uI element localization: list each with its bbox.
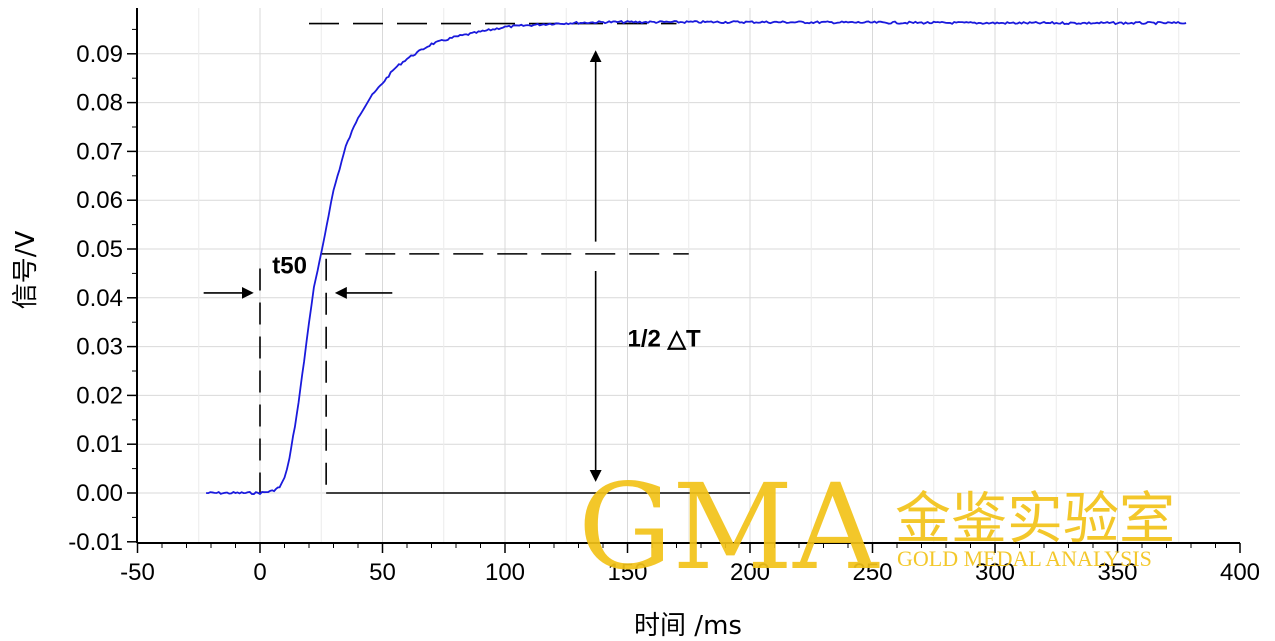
y-tick-label: 0.08 <box>76 90 123 117</box>
y-tick-label: 0.03 <box>76 334 123 361</box>
y-tick-label: 0.05 <box>76 236 123 263</box>
grid <box>137 8 1240 543</box>
x-tick-label: 200 <box>730 559 770 586</box>
x-tick-label: -50 <box>120 559 155 586</box>
y-tick-label: -0.01 <box>68 529 123 556</box>
x-axis-title: 时间 /ms <box>634 611 742 641</box>
annotations: t50 1/2 △T <box>272 252 701 352</box>
x-tick-label: 50 <box>369 559 396 586</box>
reference-lines <box>203 22 750 494</box>
y-tick-label: 0.04 <box>76 285 123 312</box>
x-tick-label: 150 <box>607 559 647 586</box>
x-tick-label: 400 <box>1220 559 1260 586</box>
axes <box>136 8 1240 544</box>
y-axis-title: 信号/V <box>11 231 41 310</box>
y-tick-label: 0.00 <box>76 480 123 507</box>
annotation-label-0: t50 <box>272 252 307 279</box>
watermark: GMA 金鉴实验室 GOLD MEDAL ANALYSIS <box>578 458 1175 596</box>
y-tick-label: 0.06 <box>76 187 123 214</box>
watermark-logo: GMA <box>578 458 880 596</box>
x-tick-label: 350 <box>1097 559 1137 586</box>
y-tick-label: 0.07 <box>76 138 123 165</box>
x-tick-label: 250 <box>852 559 892 586</box>
watermark-en: GOLD MEDAL ANALYSIS <box>897 546 1152 571</box>
y-tick-label: 0.01 <box>76 431 123 458</box>
watermark-cn: 金鉴实验室 <box>895 487 1175 552</box>
series-line-0 <box>206 19 1187 496</box>
series-group <box>206 19 1187 496</box>
annotation-label-1: 1/2 △T <box>628 326 701 353</box>
x-tick-label: 300 <box>975 559 1015 586</box>
x-tick-label: 100 <box>485 559 525 586</box>
x-tick-label: 0 <box>253 559 266 586</box>
x-ticks: -50 0 50 100 150 200 250 300 350 400 <box>120 543 1260 586</box>
y-tick-label: 0.02 <box>76 382 123 409</box>
y-ticks: -0.01 0.00 0.01 0.02 0.03 0.04 0.05 0.06 0.07 0.0… <box>68 28 137 556</box>
y-tick-label: 0.09 <box>76 41 123 68</box>
